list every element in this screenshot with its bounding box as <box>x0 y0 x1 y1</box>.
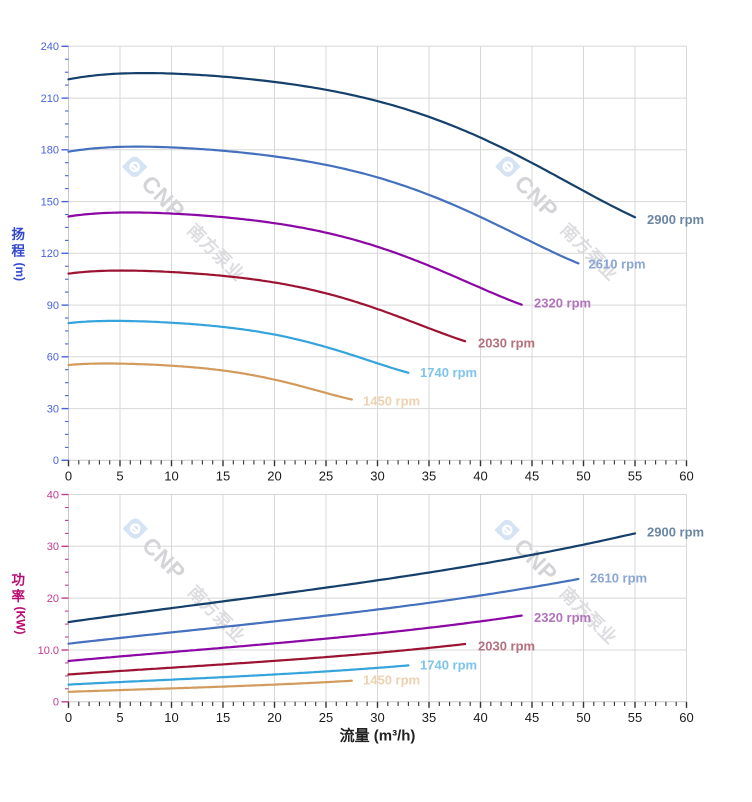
svg-text:40: 40 <box>473 468 487 483</box>
svg-text:2610 rpm: 2610 rpm <box>590 571 647 586</box>
svg-text:0: 0 <box>65 710 72 725</box>
svg-text:30: 30 <box>47 541 59 553</box>
svg-text:60: 60 <box>679 468 693 483</box>
svg-text:(KW): (KW) <box>14 607 28 635</box>
svg-text:0: 0 <box>53 455 59 467</box>
svg-text:120: 120 <box>41 248 59 260</box>
svg-text:15: 15 <box>216 468 230 483</box>
svg-text:40: 40 <box>473 710 487 725</box>
svg-text:0: 0 <box>65 468 72 483</box>
svg-text:240: 240 <box>41 41 59 53</box>
svg-text:55: 55 <box>628 468 642 483</box>
svg-text:35: 35 <box>422 468 436 483</box>
svg-text:2320 rpm: 2320 rpm <box>534 610 591 625</box>
svg-text:2030 rpm: 2030 rpm <box>478 639 535 654</box>
svg-text:25: 25 <box>319 710 333 725</box>
svg-text:60: 60 <box>47 352 59 364</box>
svg-text:30: 30 <box>370 710 384 725</box>
svg-text:10: 10 <box>164 468 178 483</box>
svg-text:45: 45 <box>525 710 539 725</box>
svg-text:5: 5 <box>116 710 123 725</box>
svg-text:10: 10 <box>164 710 178 725</box>
svg-text:60: 60 <box>679 710 693 725</box>
svg-text:55: 55 <box>628 710 642 725</box>
svg-text:20: 20 <box>267 710 281 725</box>
svg-text:30: 30 <box>370 468 384 483</box>
svg-text:2030 rpm: 2030 rpm <box>478 336 535 351</box>
svg-text:10.0: 10.0 <box>38 645 59 657</box>
svg-text:2900 rpm: 2900 rpm <box>647 212 704 227</box>
svg-text:1740 rpm: 1740 rpm <box>420 658 477 673</box>
svg-text:20: 20 <box>267 468 281 483</box>
svg-text:5: 5 <box>116 468 123 483</box>
svg-text:1450 rpm: 1450 rpm <box>363 673 420 688</box>
svg-text:0: 0 <box>53 697 59 709</box>
svg-text:30: 30 <box>47 403 59 415</box>
svg-text:功: 功 <box>12 573 26 588</box>
svg-text:35: 35 <box>422 710 436 725</box>
svg-text:1450 rpm: 1450 rpm <box>363 394 420 409</box>
svg-text:2900 rpm: 2900 rpm <box>647 525 704 540</box>
svg-text:150: 150 <box>41 197 59 209</box>
svg-text:40: 40 <box>47 489 59 501</box>
svg-text:扬: 扬 <box>12 226 26 242</box>
svg-text:2320 rpm: 2320 rpm <box>534 296 591 311</box>
svg-text:20: 20 <box>47 593 59 605</box>
svg-text:流量 (m³/h): 流量 (m³/h) <box>340 727 416 745</box>
svg-text:(m): (m) <box>13 263 27 282</box>
svg-text:90: 90 <box>47 300 59 312</box>
svg-text:2610 rpm: 2610 rpm <box>589 257 646 272</box>
svg-text:45: 45 <box>525 468 539 483</box>
svg-text:程: 程 <box>12 244 26 259</box>
svg-text:180: 180 <box>41 145 59 157</box>
svg-text:50: 50 <box>576 710 590 725</box>
svg-text:率: 率 <box>12 588 26 604</box>
svg-text:210: 210 <box>41 93 59 105</box>
svg-text:50: 50 <box>576 468 590 483</box>
svg-text:25: 25 <box>319 468 333 483</box>
svg-text:15: 15 <box>216 710 230 725</box>
svg-text:1740 rpm: 1740 rpm <box>420 365 477 380</box>
